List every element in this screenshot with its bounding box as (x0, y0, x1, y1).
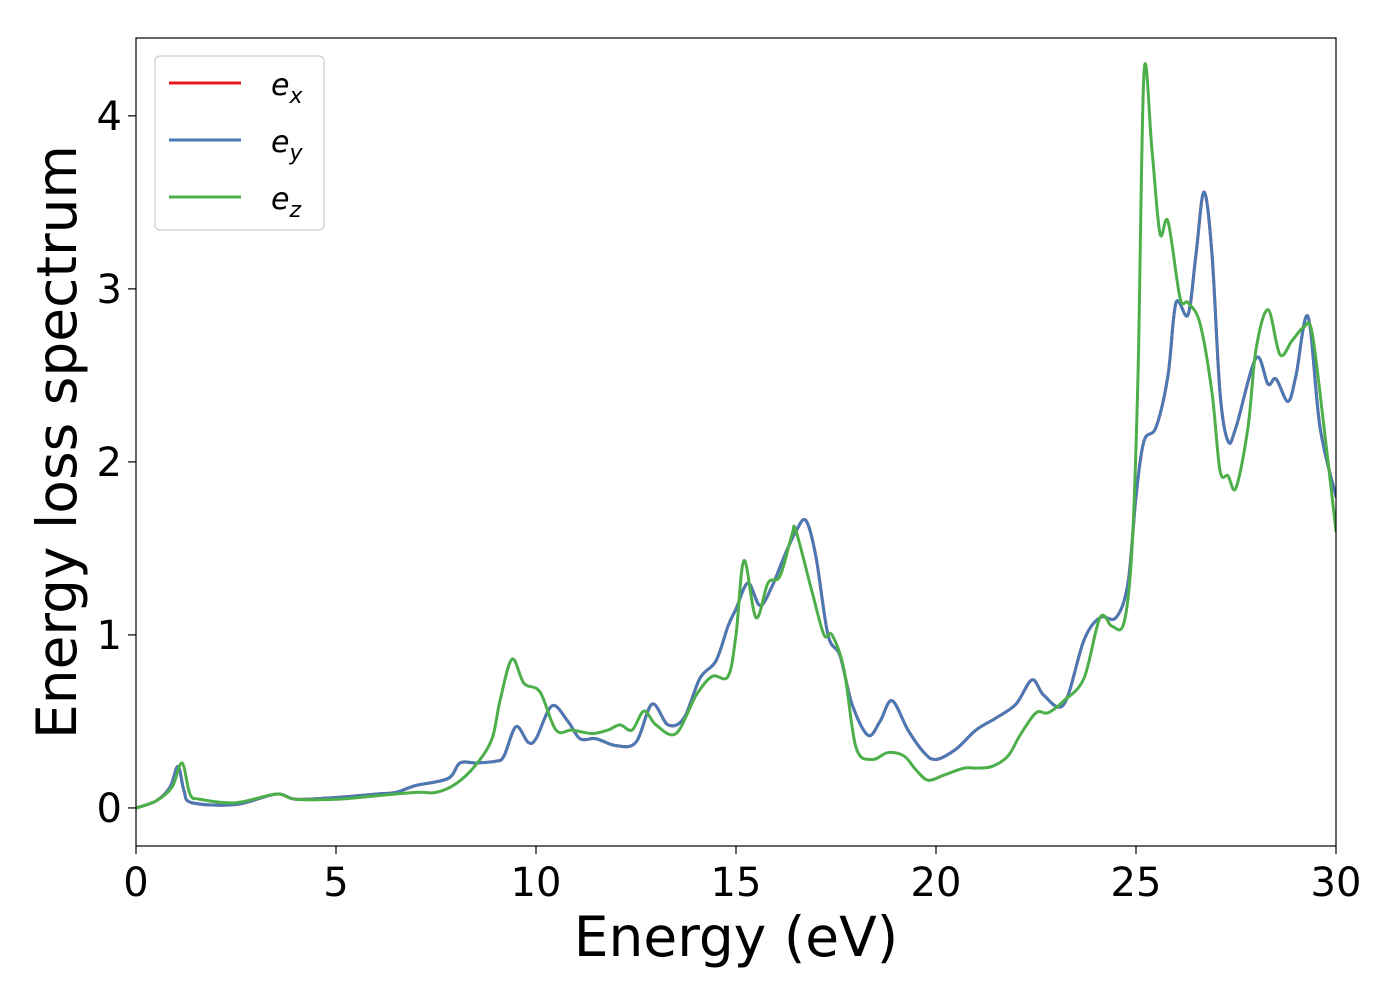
x-tick-label: 10 (511, 860, 562, 906)
x-axis-ticks: 0 5 10 15 20 25 30 (123, 846, 1361, 906)
legend-label-z: ez (271, 182, 301, 223)
series-line-z (136, 62, 1336, 810)
x-tick-label: 25 (1111, 860, 1162, 906)
x-axis-label: Energy (eV) (574, 905, 898, 969)
y-tick-label: 1 (97, 613, 122, 659)
y-tick-label: 4 (97, 94, 122, 140)
x-tick-label: 30 (1311, 860, 1362, 906)
y-axis-ticks: 0 1 2 3 4 (97, 94, 136, 832)
series-line-y (136, 190, 1336, 810)
y-tick-label: 0 (97, 786, 122, 832)
legend-label-y: ey (271, 125, 303, 166)
x-tick-label: 5 (323, 860, 348, 906)
y-tick-label: 3 (97, 267, 122, 313)
legend-box (154, 55, 325, 231)
y-tick-label: 2 (97, 440, 122, 486)
x-tick-label: 15 (711, 860, 762, 906)
series-layer (136, 62, 1336, 810)
x-tick-label: 20 (911, 860, 962, 906)
y-axis-label: Energy loss spectrum (25, 145, 89, 739)
legend: ex ey ez (154, 55, 325, 231)
x-tick-label: 0 (123, 860, 148, 906)
legend-label-x: ex (271, 68, 303, 109)
